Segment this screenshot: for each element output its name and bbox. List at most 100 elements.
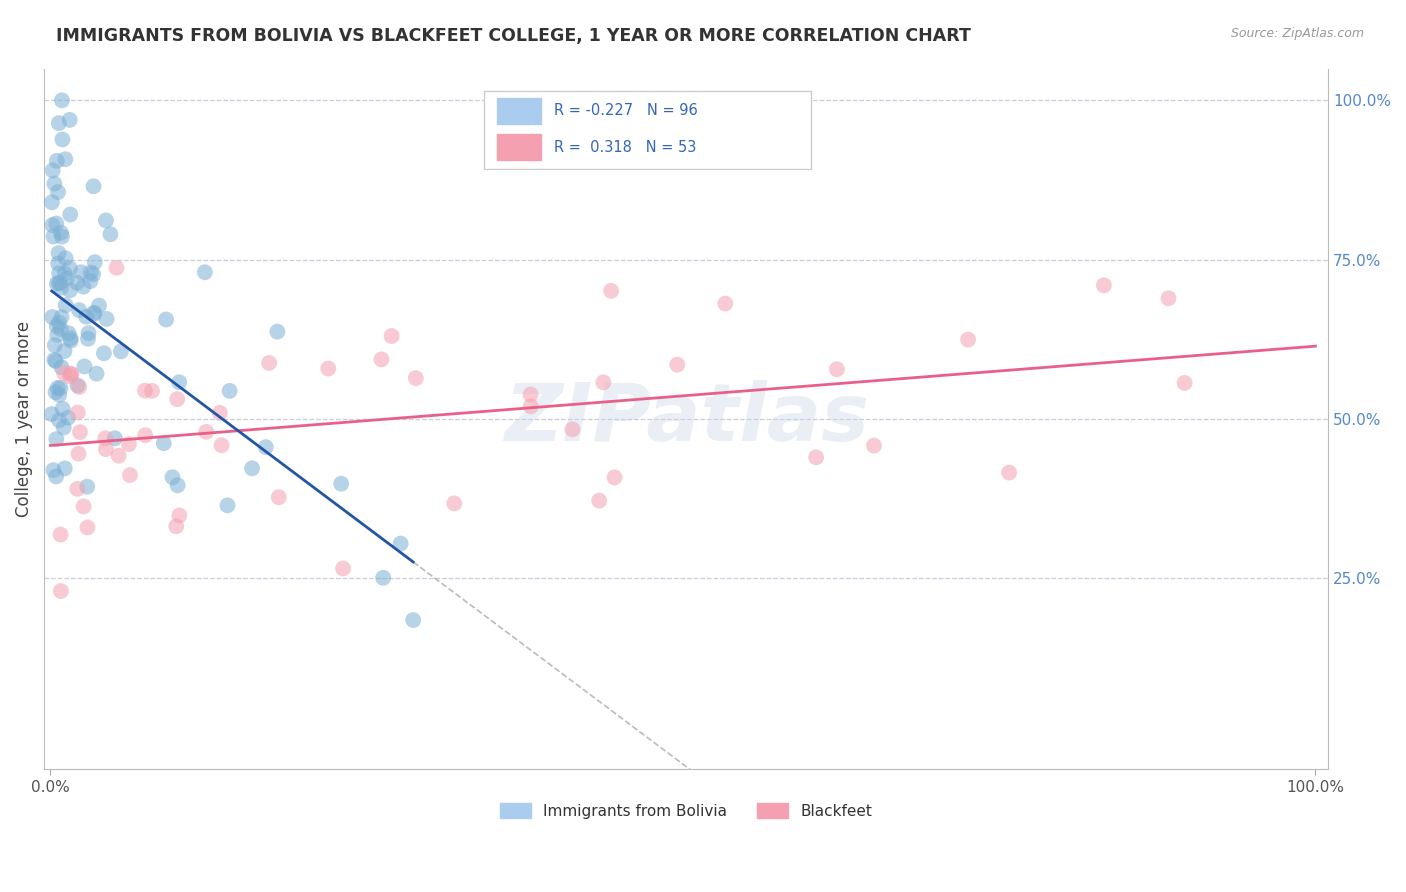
Point — [44, 352, 66, 367]
Point — [104, 431, 127, 445]
Point — [46, 256, 69, 270]
Point — [162, 470, 184, 484]
Point — [51, 310, 73, 325]
Point — [51, 360, 73, 375]
Point — [51, 94, 73, 108]
Point — [118, 468, 141, 483]
Point — [218, 384, 240, 398]
Point — [167, 376, 190, 390]
Point — [240, 461, 263, 475]
Point — [169, 508, 191, 523]
Point — [77, 332, 100, 346]
Point — [165, 519, 187, 533]
Point — [41, 195, 63, 210]
Point — [96, 312, 118, 326]
Point — [67, 380, 90, 394]
Point — [60, 368, 83, 382]
Point — [53, 344, 76, 359]
Point — [600, 284, 623, 298]
Point — [402, 613, 425, 627]
Point — [83, 255, 105, 269]
Point — [804, 450, 827, 465]
Point — [155, 312, 177, 326]
Point — [118, 437, 141, 451]
Point — [1092, 278, 1115, 293]
Point — [153, 436, 176, 450]
Point — [714, 296, 737, 310]
Point — [59, 331, 82, 345]
Point — [66, 276, 89, 290]
Point — [48, 413, 70, 427]
Point — [863, 439, 886, 453]
Point — [66, 482, 89, 496]
Point — [77, 326, 100, 340]
Point — [166, 478, 188, 492]
Point — [48, 116, 70, 130]
Point — [998, 466, 1021, 480]
Point — [45, 216, 67, 230]
Point — [55, 298, 77, 312]
Point — [134, 428, 156, 442]
Point — [45, 432, 67, 446]
Point — [217, 499, 239, 513]
Point — [405, 371, 427, 385]
Point — [51, 229, 73, 244]
Point — [94, 442, 117, 457]
Point — [266, 325, 288, 339]
Point — [59, 261, 82, 276]
Point — [49, 322, 72, 336]
Point — [46, 327, 69, 342]
Point — [58, 326, 80, 341]
Point — [59, 369, 82, 384]
Point — [49, 584, 72, 599]
Point — [52, 401, 75, 416]
Point — [53, 461, 76, 475]
Point — [76, 480, 98, 494]
Point — [105, 260, 128, 275]
Point — [603, 470, 626, 484]
Point — [46, 185, 69, 199]
Point — [56, 410, 79, 425]
Point — [48, 266, 70, 280]
Point — [195, 425, 218, 439]
Point — [49, 527, 72, 541]
Point — [83, 306, 105, 320]
Point — [330, 476, 353, 491]
Point — [93, 346, 115, 360]
Point — [389, 536, 412, 550]
Point — [381, 329, 404, 343]
Point — [75, 310, 97, 324]
Point — [100, 227, 122, 242]
Point — [79, 274, 101, 288]
Point — [59, 334, 82, 348]
Point — [87, 299, 110, 313]
Point — [373, 571, 395, 585]
Y-axis label: College, 1 year or more: College, 1 year or more — [15, 321, 32, 517]
Point — [73, 359, 96, 374]
Point — [45, 385, 67, 400]
Point — [83, 179, 105, 194]
Point — [45, 277, 67, 291]
Point — [45, 354, 67, 368]
Point — [41, 310, 63, 324]
Point — [257, 356, 280, 370]
Point — [48, 276, 70, 290]
Point — [110, 344, 132, 359]
Point — [56, 271, 79, 285]
Point — [41, 407, 63, 421]
Point — [72, 279, 94, 293]
Point — [1157, 291, 1180, 305]
Point — [66, 378, 89, 392]
Point — [59, 112, 82, 127]
Point — [94, 431, 117, 445]
Point — [49, 226, 72, 240]
Point — [44, 338, 66, 352]
Point — [957, 333, 980, 347]
Point — [41, 218, 63, 232]
Point — [59, 207, 82, 221]
Point — [825, 362, 848, 376]
Point — [67, 303, 90, 318]
Point — [208, 406, 231, 420]
Point — [316, 361, 339, 376]
Point — [66, 405, 89, 419]
